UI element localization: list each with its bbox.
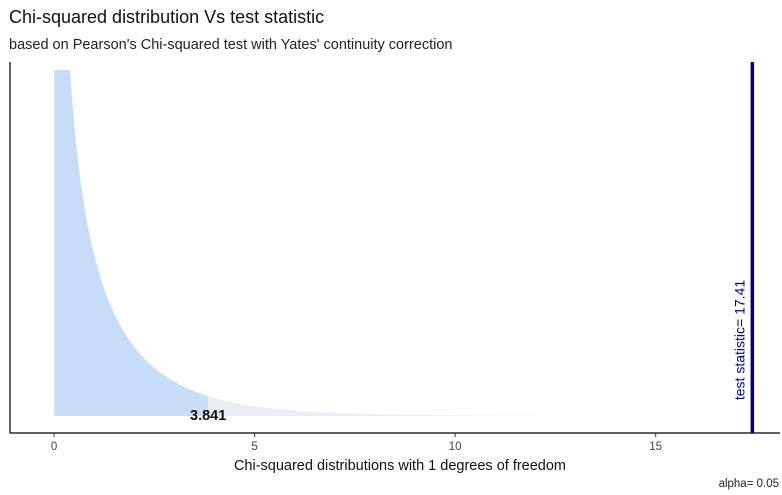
critical-value-label: 3.841 <box>190 408 226 424</box>
x-tick-label: 10 <box>449 441 462 453</box>
alpha-caption: alpha= 0.05 <box>718 478 779 490</box>
x-tick-label: 5 <box>251 441 257 453</box>
x-tick-label: 15 <box>649 441 662 453</box>
x-axis-label: Chi-squared distributions with 1 degrees… <box>234 458 566 474</box>
test-statistic-label: test statistic= 17.41 <box>731 280 747 400</box>
chart-subtitle: based on Pearson's Chi-squared test with… <box>9 37 453 53</box>
x-axis-ticks: 0 5 10 15 <box>51 433 662 453</box>
density-area <box>54 70 209 416</box>
rejection-region-area <box>208 396 753 416</box>
chart-title: Chi-squared distribution Vs test statist… <box>9 7 325 27</box>
density-area-group <box>54 70 753 416</box>
x-tick-label: 0 <box>51 441 57 453</box>
